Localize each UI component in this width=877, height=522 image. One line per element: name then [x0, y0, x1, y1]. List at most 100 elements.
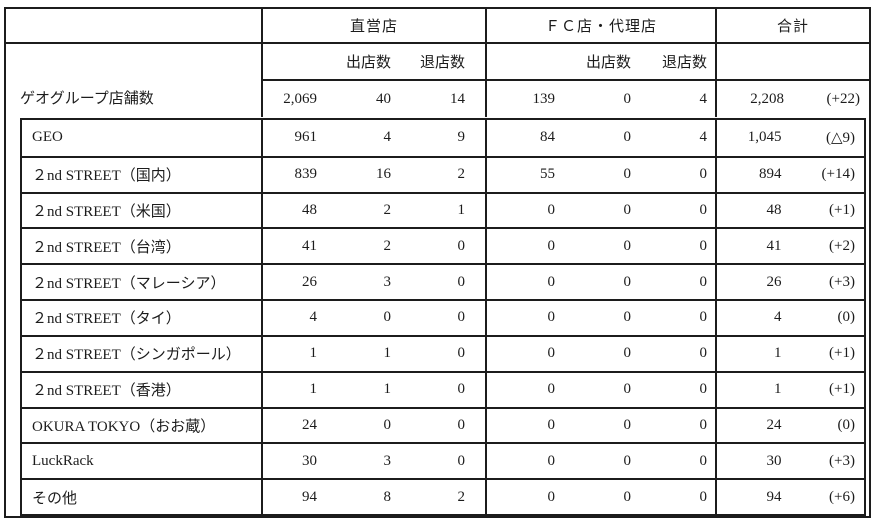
table-row-2nd-street-hongkong: ２nd STREET（香港） 1 1 0 0 0 0 1 (+1) — [22, 370, 864, 407]
fc-values: 0 0 0 — [487, 301, 717, 335]
summary-fc-total: 139 — [532, 90, 556, 107]
direct-open: 3 — [383, 273, 392, 290]
row-change: (△9) — [825, 130, 855, 147]
direct-values: 24 0 0 — [263, 408, 487, 443]
fc-open: 0 — [623, 416, 632, 433]
direct-open: 16 — [376, 166, 391, 183]
fc-total: 0 — [547, 237, 556, 254]
row-total: 1 — [774, 345, 782, 362]
row-label: ２nd STREET（シンガポール） — [22, 336, 263, 371]
row-change: (+14) — [821, 166, 855, 183]
store-count-table: 直営店 ＦＣ店・代理店 合計 ゲオグループ店舗数 出店数 退店数 2,069 4… — [4, 7, 871, 518]
table-row-2nd-street-taiwan: ２nd STREET（台湾） 41 2 0 0 0 0 41 (+2) — [22, 227, 864, 264]
direct-open: 2 — [383, 202, 392, 219]
direct-close: 0 — [457, 381, 466, 398]
fc-values: 0 0 0 — [487, 480, 717, 514]
row-change: (+3) — [829, 452, 855, 469]
total-values: 48 (+1) — [717, 194, 864, 228]
summary-fc-open: 0 — [623, 90, 632, 107]
fc-values: 0 0 0 — [487, 229, 717, 264]
header-direct-stores: 直営店 — [263, 9, 487, 44]
summary-direct-total: 2,069 — [283, 90, 317, 107]
direct-close: 0 — [457, 416, 466, 433]
row-change: (0) — [837, 309, 856, 326]
direct-values: 94 8 2 — [263, 480, 487, 514]
row-label: ２nd STREET（国内） — [22, 157, 263, 192]
fc-total: 0 — [547, 202, 556, 219]
direct-open: 3 — [383, 452, 392, 469]
fc-total: 0 — [547, 452, 556, 469]
direct-values: 48 2 1 — [263, 193, 487, 228]
row-total: 26 — [766, 273, 782, 290]
direct-total: 94 — [302, 488, 317, 505]
direct-open: 8 — [383, 488, 392, 505]
summary-row-label: ゲオグループ店舗数 — [6, 44, 263, 117]
total-values: 41 (+2) — [717, 229, 864, 263]
table-row-2nd-street-us: ２nd STREET（米国） 48 2 1 0 0 0 48 (+1) — [22, 191, 864, 228]
total-values: 94 (+6) — [717, 480, 864, 514]
direct-total: 30 — [302, 452, 317, 469]
direct-open-header: 出店数 — [345, 55, 391, 71]
fc-close: 0 — [699, 416, 708, 433]
direct-values: 1 1 0 — [263, 372, 487, 407]
direct-open: 2 — [383, 237, 392, 254]
direct-values: 41 2 0 — [263, 229, 487, 264]
fc-total: 0 — [547, 345, 556, 362]
summary-change: (+22) — [826, 90, 860, 107]
fc-open: 0 — [623, 237, 632, 254]
direct-values: 26 3 0 — [263, 265, 487, 300]
fc-values: 0 0 0 — [487, 408, 717, 443]
direct-open: 0 — [383, 309, 392, 326]
fc-total: 0 — [547, 273, 556, 290]
direct-close: 0 — [457, 273, 466, 290]
fc-close: 4 — [699, 129, 708, 146]
table-row-2nd-street-singapore: ２nd STREET（シンガポール） 1 1 0 0 0 0 1 (+1) — [22, 334, 864, 371]
table-row-others: その他 94 8 2 0 0 0 94 (+6) — [22, 478, 864, 514]
direct-open: 4 — [383, 129, 392, 146]
row-label: GEO — [22, 120, 263, 156]
direct-total: 48 — [302, 202, 317, 219]
fc-total: 84 — [540, 129, 555, 146]
header-group-row: 直営店 ＦＣ店・代理店 合計 — [6, 9, 869, 44]
fc-group-column: 出店数 退店数 139 0 4 — [487, 44, 717, 117]
direct-total: 24 — [302, 416, 317, 433]
fc-close-header: 退店数 — [661, 55, 707, 71]
table-row-geo: GEO 961 4 9 84 0 4 1,045 (△9) — [22, 120, 864, 156]
table-row-okura-tokyo: OKURA TOKYO（おお蔵） 24 0 0 0 0 0 24 (0) — [22, 406, 864, 443]
fc-open: 0 — [623, 273, 632, 290]
row-label: ２nd STREET（台湾） — [22, 229, 263, 264]
row-total: 48 — [766, 202, 782, 219]
row-total: 894 — [759, 166, 782, 183]
header-fc-agency-stores: ＦＣ店・代理店 — [487, 9, 717, 44]
direct-subheaders: 出店数 退店数 — [263, 44, 485, 81]
fc-values: 0 0 0 — [487, 372, 717, 407]
total-values: 894 (+14) — [717, 158, 864, 192]
direct-values: 1 1 0 — [263, 336, 487, 371]
header-blank-cell — [6, 9, 263, 44]
fc-values: 0 0 0 — [487, 444, 717, 479]
row-total: 94 — [766, 488, 782, 505]
fc-open: 0 — [623, 452, 632, 469]
direct-open: 1 — [383, 381, 392, 398]
direct-close: 0 — [457, 237, 466, 254]
direct-open: 0 — [383, 416, 392, 433]
total-values: 1 (+1) — [717, 373, 864, 407]
table-row-2nd-street-thailand: ２nd STREET（タイ） 4 0 0 0 0 0 4 (0) — [22, 299, 864, 335]
fc-total: 0 — [547, 488, 556, 505]
fc-subheaders: 出店数 退店数 — [487, 44, 715, 81]
direct-values: 961 4 9 — [263, 120, 487, 156]
row-change: (0) — [837, 416, 856, 433]
row-total: 4 — [774, 309, 782, 326]
total-values: 1 (+1) — [717, 337, 864, 371]
total-values: 30 (+3) — [717, 444, 864, 478]
fc-values: 0 0 0 — [487, 265, 717, 300]
fc-close: 0 — [699, 237, 708, 254]
summary-direct-values: 2,069 40 14 — [263, 81, 485, 117]
total-values: 4 (0) — [717, 301, 864, 335]
direct-close: 0 — [457, 345, 466, 362]
direct-close: 0 — [457, 309, 466, 326]
summary-total: 2,208 — [750, 90, 784, 107]
row-label: ２nd STREET（香港） — [22, 372, 263, 407]
fc-open-header: 出店数 — [585, 55, 631, 71]
total-values: 24 (0) — [717, 409, 864, 443]
